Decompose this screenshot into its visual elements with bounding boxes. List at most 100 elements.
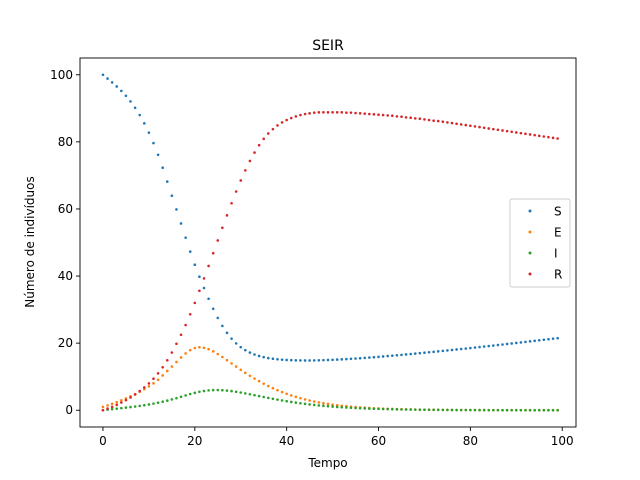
data-point [207, 297, 210, 301]
data-point [542, 408, 546, 412]
data-point [368, 112, 371, 116]
data-point [248, 374, 252, 378]
data-point [124, 398, 128, 402]
data-point [106, 77, 109, 80]
data-point [266, 132, 270, 135]
data-point [138, 113, 142, 117]
data-point [285, 399, 288, 403]
data-point [230, 337, 233, 340]
data-point [303, 402, 307, 406]
y-tick-label: 100 [50, 68, 73, 82]
data-point [432, 119, 435, 123]
data-point [202, 277, 206, 280]
data-point [202, 389, 206, 393]
data-point [138, 389, 142, 393]
data-point [492, 127, 495, 131]
data-point [253, 393, 256, 397]
data-point [257, 143, 261, 147]
axes-frame [79, 57, 577, 428]
data-point [469, 124, 472, 128]
data-point [294, 401, 298, 404]
data-point [459, 123, 463, 126]
data-point [358, 112, 362, 115]
data-point [335, 111, 339, 114]
data-point [129, 396, 132, 399]
data-point [317, 111, 321, 114]
data-point [198, 275, 201, 279]
data-point [524, 408, 527, 412]
data-point [473, 346, 477, 349]
data-point [404, 408, 408, 411]
data-point [510, 342, 514, 345]
data-point [216, 388, 220, 392]
data-point [556, 137, 559, 140]
data-point [482, 126, 486, 130]
data-point [133, 393, 137, 396]
data-point [253, 377, 256, 380]
data-point [326, 111, 330, 114]
data-point [193, 346, 197, 350]
data-point [161, 400, 164, 404]
data-point [198, 289, 201, 293]
data-point [427, 118, 431, 122]
data-point [368, 356, 371, 359]
data-point [106, 404, 109, 407]
data-point [188, 312, 192, 316]
data-point [175, 396, 178, 400]
data-point [271, 397, 275, 401]
data-point [165, 358, 169, 362]
data-point [152, 402, 155, 405]
data-point [303, 398, 307, 401]
data-point [326, 404, 330, 408]
series-R [101, 111, 559, 412]
data-point [542, 135, 546, 138]
x-tick-label: 40 [279, 434, 294, 448]
data-point [211, 350, 215, 353]
data-point [551, 408, 555, 412]
data-point [225, 358, 229, 362]
data-point [303, 112, 307, 116]
data-point [335, 405, 339, 409]
data-point [455, 408, 458, 412]
data-point [413, 408, 417, 411]
data-point [239, 368, 243, 372]
plot-area [101, 73, 559, 412]
data-point [354, 357, 357, 360]
data-point [547, 408, 550, 412]
y-axis: 0 20 40 60 80 100 [50, 68, 80, 417]
data-point [101, 405, 105, 409]
data-point [115, 403, 119, 407]
data-point [312, 403, 316, 407]
data-point [161, 365, 164, 369]
data-point [354, 111, 357, 115]
data-point [418, 351, 422, 355]
data-point [165, 180, 169, 183]
data-point [519, 408, 523, 412]
data-point [505, 129, 509, 133]
data-point [285, 118, 288, 122]
data-point [106, 407, 109, 410]
data-point [294, 395, 298, 399]
data-point [110, 402, 114, 406]
data-point [409, 352, 412, 356]
data-point [514, 341, 518, 345]
data-point [276, 398, 279, 401]
data-point [423, 351, 426, 355]
data-point [432, 408, 435, 412]
data-point [547, 337, 550, 341]
data-point [262, 382, 266, 385]
data-point [266, 396, 270, 400]
data-point [175, 342, 178, 346]
y-tick-label: 80 [58, 135, 73, 149]
data-point [216, 316, 220, 320]
data-point [459, 408, 463, 412]
data-point [294, 115, 298, 118]
legend-label: R [554, 268, 562, 282]
y-tick-label: 20 [58, 336, 73, 350]
data-point [326, 402, 330, 406]
chart-title: SEIR [312, 38, 344, 54]
data-point [120, 399, 123, 402]
data-point [179, 333, 183, 337]
data-point [450, 408, 454, 412]
